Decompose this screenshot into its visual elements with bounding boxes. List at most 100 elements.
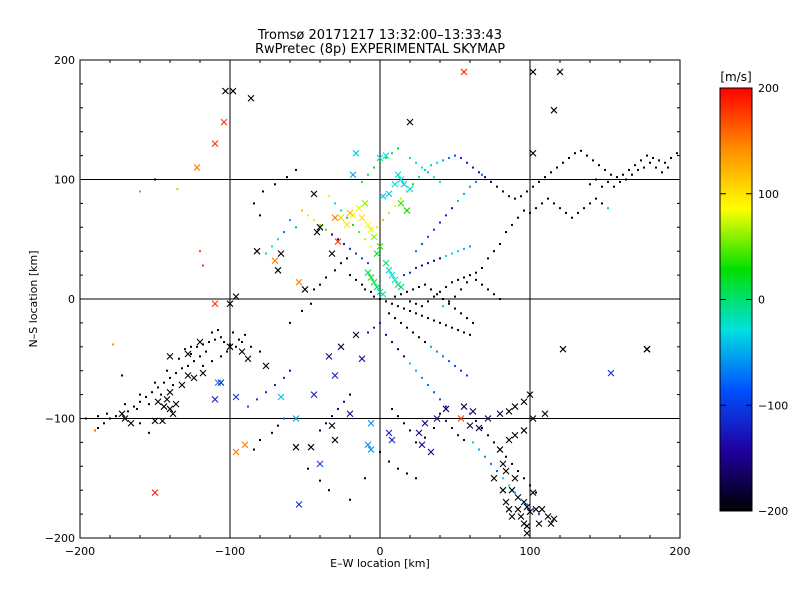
data-point-dot	[358, 231, 360, 234]
data-point-dot	[337, 407, 339, 410]
data-point-dot	[496, 185, 498, 188]
data-point-cross	[529, 489, 537, 496]
data-point-dot	[232, 331, 234, 334]
data-point-dot	[277, 238, 279, 241]
data-point-dot	[634, 164, 636, 167]
data-point-dot	[202, 343, 204, 346]
data-point-dot	[271, 245, 273, 248]
data-point-dot	[274, 183, 276, 186]
data-point-cross	[511, 403, 519, 410]
data-point-cross	[520, 398, 528, 406]
data-point-dot	[553, 202, 555, 205]
data-point-cross	[184, 372, 192, 379]
data-point-cross	[310, 391, 318, 398]
data-point-dot	[226, 350, 228, 353]
data-point-dot	[403, 307, 405, 310]
data-point-cross	[367, 419, 375, 427]
data-point-dot	[361, 257, 363, 260]
data-point-dot	[148, 403, 150, 406]
data-point-dot	[193, 360, 195, 363]
data-point-dot	[355, 278, 357, 281]
data-point-dot	[343, 243, 345, 246]
data-point-dot	[625, 178, 627, 181]
data-point-cross	[499, 460, 507, 468]
data-point-dot	[445, 405, 447, 408]
data-point-dot	[598, 164, 600, 167]
data-point-dot	[475, 271, 477, 274]
data-point-dot	[106, 412, 108, 415]
data-point-cross	[277, 250, 285, 257]
data-point-dot	[424, 168, 426, 171]
data-point-cross	[331, 372, 339, 379]
data-point-dot	[451, 207, 453, 210]
data-point-dot	[277, 424, 279, 427]
data-point-dot	[289, 321, 291, 324]
data-point-dot	[379, 161, 381, 164]
data-point-dot	[97, 427, 99, 430]
x-tick-label: 100	[520, 545, 541, 558]
data-point-cross	[241, 441, 249, 449]
data-point-dot	[430, 345, 432, 348]
data-point-cross	[508, 513, 516, 520]
data-point-dot	[469, 274, 471, 277]
data-point-dot	[127, 410, 129, 413]
data-point-dot	[604, 168, 606, 171]
data-point-dot	[463, 331, 465, 334]
data-point-cross	[379, 290, 387, 298]
data-point-dot	[409, 309, 411, 312]
data-point-dot	[364, 288, 366, 291]
data-point-cross	[247, 94, 255, 102]
data-point-dot	[346, 257, 348, 260]
data-point-dot	[466, 281, 468, 284]
data-point-dot	[397, 467, 399, 470]
data-point-dot	[436, 350, 438, 353]
data-point-dot	[454, 295, 456, 298]
data-point-cross	[373, 250, 381, 257]
data-point-dot	[439, 257, 441, 260]
data-point-cross	[163, 395, 171, 403]
data-point-cross	[331, 214, 339, 222]
data-point-cross	[385, 429, 393, 437]
x-axis-label: E–W location [km]	[330, 557, 430, 570]
colorbar-tick-label: −200	[758, 505, 788, 518]
data-point-cross	[457, 415, 465, 422]
data-point-dot	[427, 317, 429, 320]
data-point-dot	[469, 333, 471, 336]
data-point-dot	[301, 309, 303, 312]
data-point-dot	[394, 295, 396, 298]
data-point-cross	[397, 176, 405, 183]
data-point-cross	[511, 431, 519, 439]
data-point-cross	[172, 400, 180, 408]
data-point-dot	[502, 477, 504, 480]
data-point-dot	[415, 477, 417, 480]
data-point-dot	[97, 415, 99, 418]
data-point-cross	[397, 200, 405, 207]
x-tick-label: −100	[215, 545, 245, 558]
data-point-cross	[367, 446, 375, 453]
data-point-dot	[334, 269, 336, 272]
data-point-dot	[493, 293, 495, 296]
data-point-dot	[238, 338, 240, 341]
data-point-cross	[334, 238, 342, 246]
data-point-dot	[328, 489, 330, 492]
data-point-dot	[202, 264, 204, 267]
data-point-dot	[487, 434, 489, 437]
data-point-dot	[160, 393, 162, 396]
data-point-dot	[478, 448, 480, 451]
data-point-dot	[412, 288, 414, 291]
data-point-cross	[376, 243, 384, 250]
data-point-dot	[421, 376, 423, 379]
data-point-dot	[487, 288, 489, 291]
data-point-dot	[532, 185, 534, 188]
data-point-dot	[190, 345, 192, 348]
data-point-cross	[226, 300, 234, 308]
data-point-dot	[184, 348, 186, 351]
data-point-dot	[397, 348, 399, 351]
data-point-dot	[493, 441, 495, 444]
data-point-dot	[394, 204, 396, 207]
data-point-dot	[427, 171, 429, 174]
data-point-dot	[247, 405, 249, 408]
data-point-cross	[406, 118, 414, 126]
data-point-dot	[439, 412, 441, 415]
data-point-cross	[229, 87, 237, 95]
